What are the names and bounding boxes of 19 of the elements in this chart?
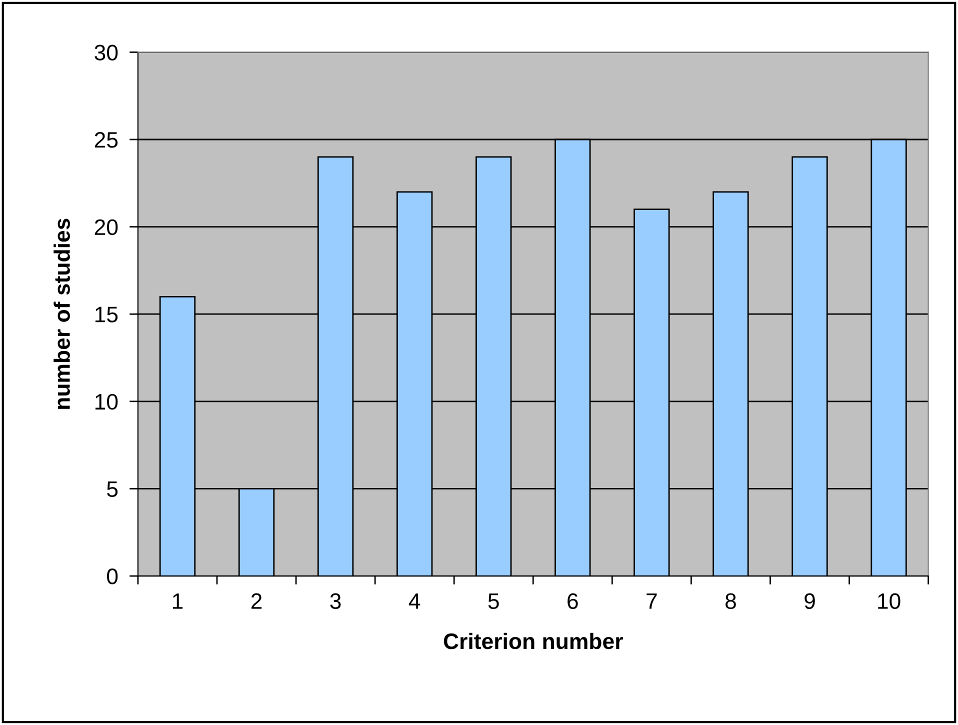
y-tick-label: 30 — [94, 44, 118, 60]
x-tick-label: 4 — [408, 593, 420, 609]
y-tick-label: 0 — [107, 568, 118, 584]
x-tick-label: 9 — [804, 593, 815, 609]
y-tick-label: 10 — [95, 394, 118, 410]
y-tick-label: 20 — [94, 219, 118, 236]
x-tick-label: 3 — [330, 593, 341, 609]
y-tick-label: 15 — [95, 306, 118, 322]
x-tick-label: 5 — [488, 593, 499, 609]
x-tick-label: 6 — [568, 593, 578, 609]
x-tick-label: 2 — [251, 593, 262, 609]
x-tick-label: 10 — [878, 593, 900, 609]
x-tick-label: 7 — [646, 593, 657, 609]
y-axis-title: number of studies — [54, 218, 70, 409]
x-axis-title: Criterion number — [444, 632, 623, 650]
x-tick-label: 8 — [726, 593, 736, 609]
x-tick-label: 1 — [172, 593, 183, 609]
y-tick-label: 25 — [94, 132, 118, 148]
y-tick-label: 5 — [107, 481, 118, 497]
